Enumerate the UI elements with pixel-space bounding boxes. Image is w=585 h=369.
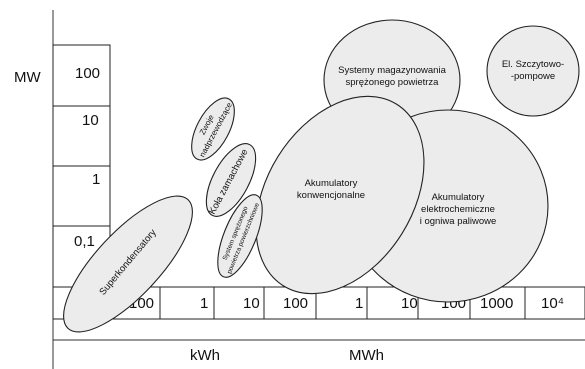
- y-tick-label: 100: [75, 65, 100, 82]
- x-tick-label: 10⁴: [541, 295, 564, 312]
- x-unit-label-mwh: MWh: [349, 347, 384, 364]
- x-tick-label: 100: [283, 295, 308, 312]
- x-tick-label: 10: [401, 295, 418, 312]
- bubble-superkondensatory: Superkondensatory: [63, 195, 193, 333]
- bubble-label: i ogniwa paliwowe: [420, 216, 497, 227]
- bubble-zwoje-nadprzewodzace: Zwoje nadprzewodzące: [191, 97, 235, 161]
- y-unit-label: MW: [14, 69, 41, 86]
- bubble-szczytowo-pompowe: El. Szczytowo- -pompowe: [486, 25, 580, 117]
- bubble-label: El. Szczytowo-: [502, 59, 564, 70]
- x-tick-label: 1000: [480, 295, 513, 312]
- bubble-label: elektrochemiczne: [421, 204, 495, 215]
- x-tick-label: 1: [355, 295, 363, 312]
- bubble-akumulatory-konwencjonalne: Akumulatory konwencjonalne: [255, 95, 425, 295]
- bubble-label: sprężonego powietrza: [346, 77, 440, 88]
- y-tick-label: 1: [92, 171, 100, 188]
- y-tick-label: 0,1: [74, 233, 95, 250]
- bubble-label: konwencjonalne: [297, 190, 365, 201]
- x-unit-label-kwh: kWh: [190, 347, 220, 364]
- bubble-label: Akumulatory: [305, 178, 358, 189]
- x-tick-label: 10: [243, 295, 260, 312]
- y-tick-label: 10: [82, 112, 99, 129]
- bubble-label: -pompowe: [511, 71, 555, 82]
- x-tick-label: 1: [200, 295, 208, 312]
- bubble-label: Systemy magazynowania: [338, 65, 446, 76]
- bubble-label: Akumulatory: [432, 192, 485, 203]
